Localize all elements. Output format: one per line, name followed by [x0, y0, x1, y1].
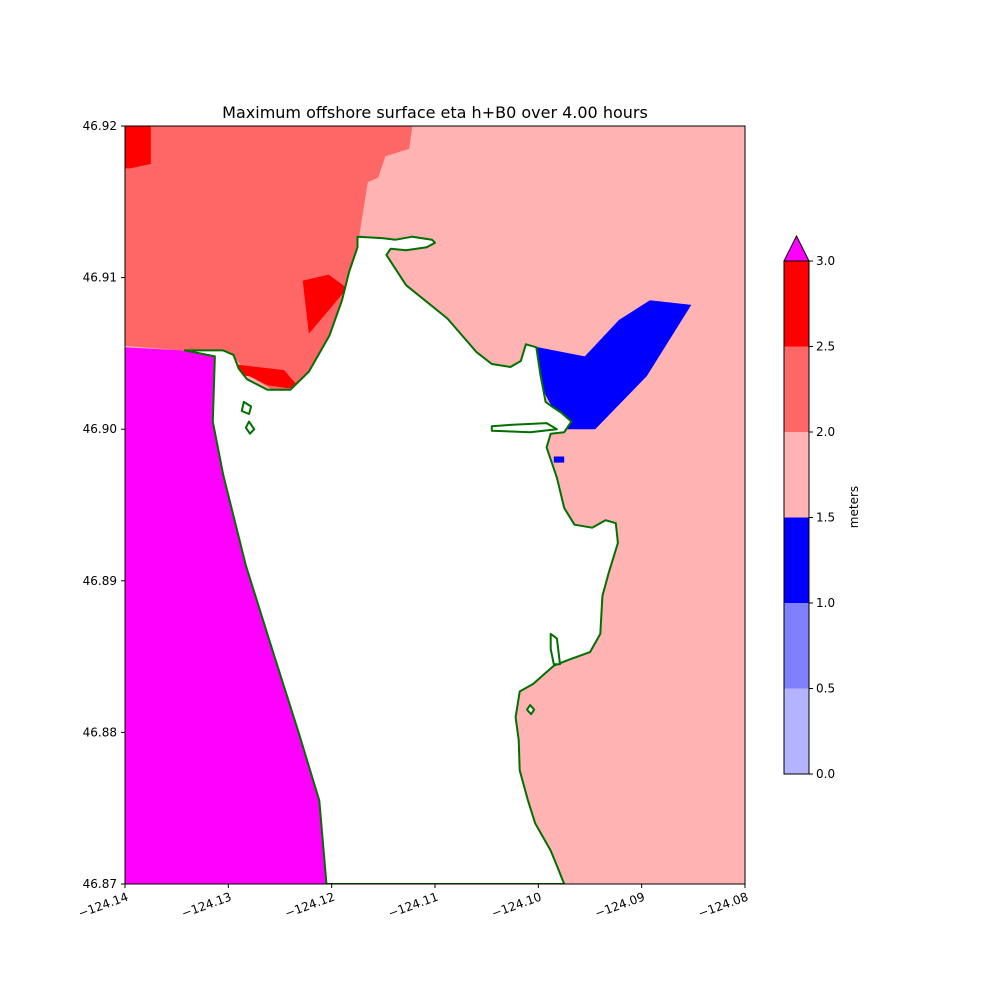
y-tick-label: 46.87: [83, 877, 117, 891]
region-estuary-channel: [530, 300, 692, 430]
y-tick-label: 46.92: [83, 119, 117, 133]
colorbar-segment: [784, 432, 809, 518]
colorbar-segment: [784, 688, 809, 774]
colorbar-tick-label: 1.0: [816, 596, 835, 610]
colorbar-tick-label: 0.5: [816, 682, 835, 696]
region-north-high-1: [125, 126, 151, 169]
region-north-high-3: [302, 274, 348, 334]
map-plot: −124.14 −124.13 −124.12 −124.11 −124.10 −124.…: [76, 119, 750, 921]
colorbar-segment: [784, 603, 809, 689]
colorbar-segment: [784, 346, 809, 432]
y-tick-label: 46.89: [83, 574, 117, 588]
land-island-5: [526, 704, 536, 716]
land-areas: [183, 235, 619, 884]
colorbar-tick-label: 1.5: [816, 511, 835, 525]
colorbar-segment: [784, 261, 809, 347]
colorbar-tick-label: 3.0: [816, 254, 835, 268]
land-island-2: [244, 420, 256, 435]
region-estuary-channel-4: [553, 456, 565, 463]
chart-title: Maximum offshore surface eta h+B0 over 4…: [222, 103, 648, 122]
y-axis: 46.87 46.88 46.89 46.90 46.91 46.92: [83, 119, 125, 891]
colorbar-tick-label: 2.0: [816, 425, 835, 439]
colorbar: meters 0.0 0.5 1.0 1.5 2.0 2.5 3.0: [783, 234, 861, 781]
land-island-4: [549, 632, 561, 666]
land-island-1: [240, 400, 253, 415]
colorbar-tick-label: 2.5: [816, 340, 835, 354]
colorbar-label: meters: [847, 486, 861, 528]
colorbar-tick-label: 0.0: [816, 767, 835, 781]
colorbar-segment: [784, 517, 809, 603]
y-tick-label: 46.90: [83, 422, 117, 436]
region-ocean-west: [125, 347, 327, 884]
y-tick-label: 46.88: [83, 725, 117, 739]
y-tick-label: 46.91: [83, 271, 117, 285]
land-main-land: [183, 235, 619, 884]
land-island-3: [490, 422, 558, 434]
